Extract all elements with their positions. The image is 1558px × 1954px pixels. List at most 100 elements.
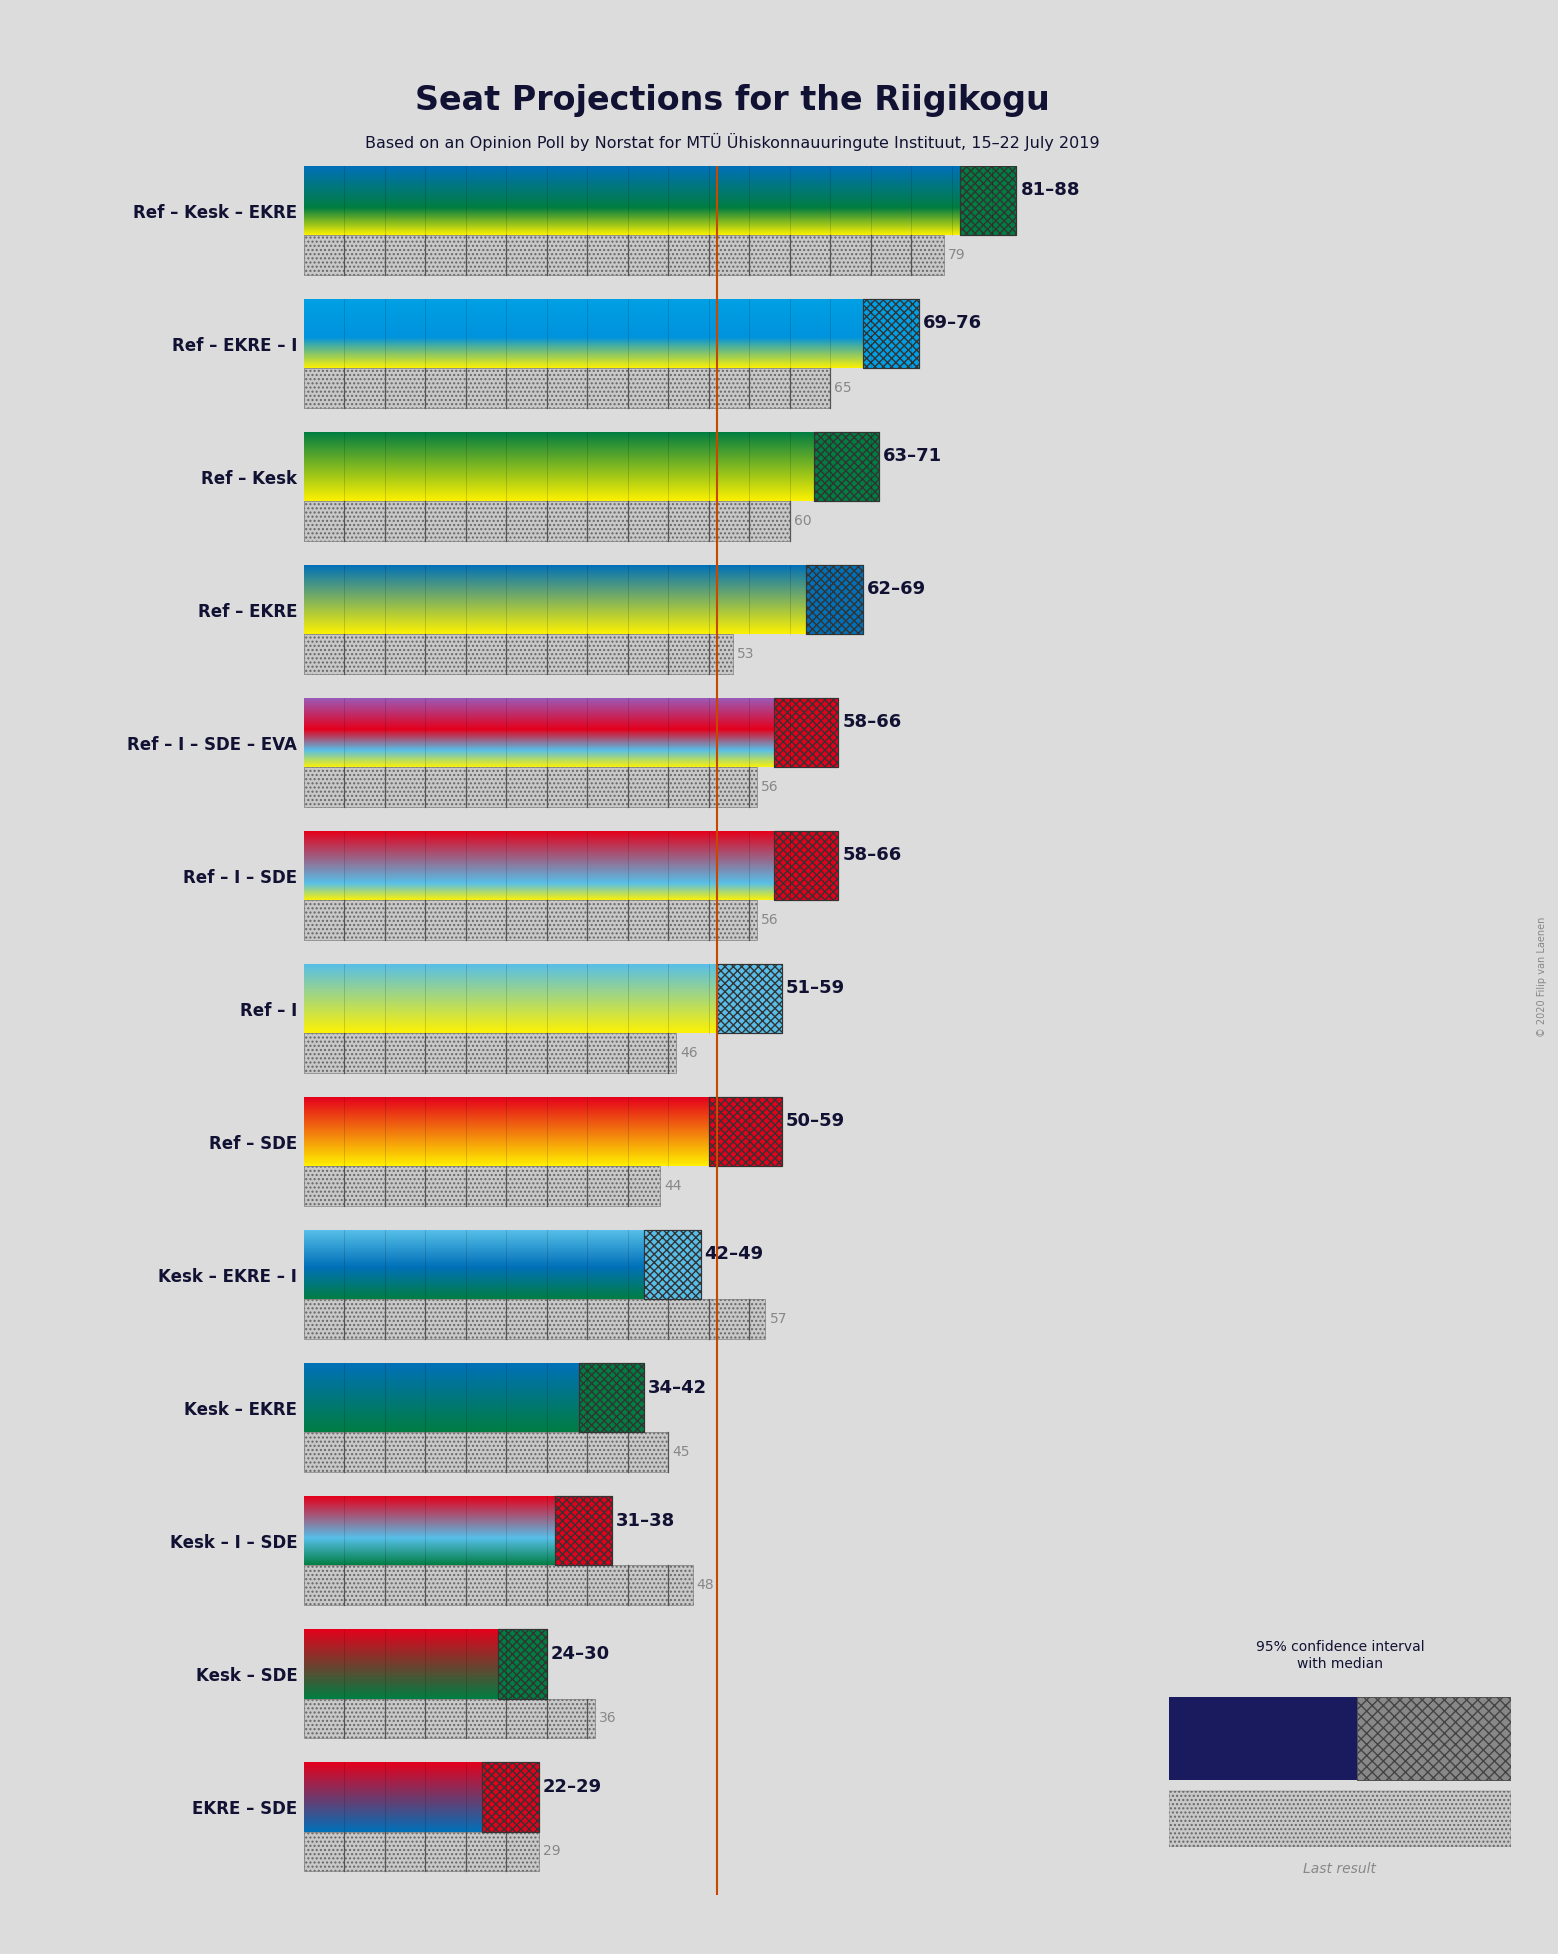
Bar (304, 1432, 668, 1473)
Text: 56: 56 (762, 913, 779, 928)
Bar (580, 1364, 643, 1432)
Text: 51–59: 51–59 (785, 979, 844, 997)
Text: Kesk – SDE: Kesk – SDE (196, 1667, 298, 1686)
Bar (304, 901, 757, 940)
Bar (304, 502, 790, 541)
Bar (304, 1565, 693, 1606)
Bar (304, 502, 790, 541)
Text: Ref – I: Ref – I (240, 1002, 298, 1020)
Text: 79: 79 (947, 248, 966, 262)
Bar (813, 432, 879, 502)
Text: Last result: Last result (1304, 1862, 1376, 1876)
Bar (960, 166, 1016, 234)
Bar (304, 768, 757, 807)
Bar (773, 830, 838, 901)
Text: 58–66: 58–66 (843, 846, 902, 864)
Bar (1168, 1792, 1511, 1847)
Bar (304, 1831, 539, 1872)
Bar (304, 1167, 661, 1206)
Bar (304, 1432, 668, 1473)
Bar (304, 367, 830, 408)
Text: 45: 45 (673, 1446, 690, 1460)
Text: 36: 36 (600, 1712, 617, 1725)
Text: Ref – Kesk: Ref – Kesk (201, 471, 298, 488)
Bar (304, 234, 944, 276)
Bar (304, 635, 732, 674)
Bar (481, 1763, 539, 1831)
Text: Kesk – EKRE: Kesk – EKRE (184, 1401, 298, 1419)
Bar (499, 1630, 547, 1698)
Text: 62–69: 62–69 (866, 580, 925, 598)
Text: Ref – Kesk – EKRE: Ref – Kesk – EKRE (132, 203, 298, 223)
Bar (773, 698, 838, 768)
Bar (717, 963, 782, 1034)
Bar (805, 565, 863, 635)
Text: 63–71: 63–71 (883, 447, 943, 465)
Text: Ref – EKRE – I: Ref – EKRE – I (171, 338, 298, 356)
Text: 56: 56 (762, 780, 779, 795)
Bar (304, 1698, 595, 1739)
Bar (304, 234, 944, 276)
Bar (813, 432, 879, 502)
Bar (960, 166, 1016, 234)
Bar (304, 901, 757, 940)
Text: 24–30: 24–30 (552, 1645, 609, 1663)
Bar (304, 1831, 539, 1872)
Bar (709, 1098, 782, 1167)
Text: 42–49: 42–49 (704, 1245, 763, 1264)
Bar (555, 1497, 612, 1565)
Bar (863, 299, 919, 367)
Text: Kesk – I – SDE: Kesk – I – SDE (170, 1534, 298, 1551)
Bar (499, 1630, 547, 1698)
Text: © 2020 Filip van Laenen: © 2020 Filip van Laenen (1538, 916, 1547, 1038)
Bar (304, 1034, 676, 1073)
Text: 50–59: 50–59 (785, 1112, 844, 1131)
Text: 58–66: 58–66 (843, 713, 902, 731)
Bar (580, 1364, 643, 1432)
Text: 44: 44 (664, 1180, 682, 1194)
Text: 31–38: 31–38 (615, 1512, 675, 1530)
Text: 95% confidence interval
with median: 95% confidence interval with median (1256, 1641, 1424, 1671)
Bar (709, 1098, 782, 1167)
Bar (304, 367, 830, 408)
Bar (1357, 1696, 1511, 1780)
Text: 60: 60 (793, 514, 812, 528)
Bar (863, 299, 919, 367)
Bar (805, 565, 863, 635)
Text: Ref – I – SDE – EVA: Ref – I – SDE – EVA (128, 737, 298, 754)
Bar (1168, 1792, 1511, 1847)
Bar (643, 1231, 701, 1299)
Text: 53: 53 (737, 647, 754, 660)
Text: Seat Projections for the Riigikogu: Seat Projections for the Riigikogu (414, 84, 1050, 117)
Text: 46: 46 (681, 1045, 698, 1061)
Text: Ref – EKRE: Ref – EKRE (198, 604, 298, 621)
Bar (304, 1034, 676, 1073)
Bar (481, 1763, 539, 1831)
Text: 57: 57 (770, 1313, 787, 1327)
Text: 29: 29 (542, 1845, 561, 1858)
Bar (304, 1167, 661, 1206)
Bar (304, 1299, 765, 1338)
Text: 48: 48 (696, 1579, 714, 1593)
Bar (304, 1299, 765, 1338)
Bar (304, 1565, 693, 1606)
Text: Kesk – EKRE – I: Kesk – EKRE – I (159, 1268, 298, 1286)
Text: EKRE – SDE: EKRE – SDE (192, 1800, 298, 1819)
Text: Ref – I – SDE: Ref – I – SDE (184, 870, 298, 887)
Bar (304, 768, 757, 807)
Text: Ref – SDE: Ref – SDE (209, 1135, 298, 1153)
Text: 22–29: 22–29 (542, 1778, 601, 1796)
Text: 69–76: 69–76 (924, 315, 983, 332)
Text: Based on an Opinion Poll by Norstat for MTÜ Ühiskonnauuringute Instituut, 15–22 : Based on an Opinion Poll by Norstat for … (365, 133, 1100, 150)
Text: 34–42: 34–42 (648, 1378, 707, 1397)
Bar (304, 635, 732, 674)
Bar (555, 1497, 612, 1565)
Text: 81–88: 81–88 (1020, 182, 1080, 199)
Bar (773, 698, 838, 768)
Bar (643, 1231, 701, 1299)
Bar (1357, 1696, 1511, 1780)
Bar (773, 830, 838, 901)
Bar (1168, 1696, 1357, 1780)
Text: 65: 65 (834, 381, 852, 395)
Bar (304, 1698, 595, 1739)
